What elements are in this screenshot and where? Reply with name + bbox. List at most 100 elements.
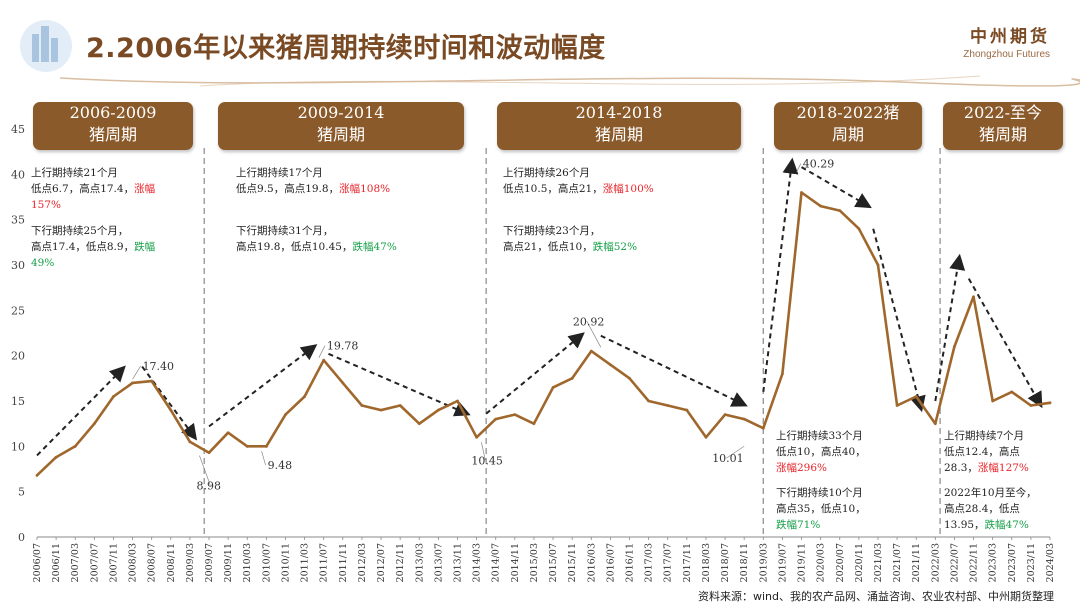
data-point (398, 404, 402, 407)
point-label: 8.98 (196, 480, 221, 493)
x-tick-label: 2022/03 (930, 543, 941, 582)
data-point (341, 381, 345, 385)
label-leader (796, 163, 802, 172)
data-point (92, 422, 96, 426)
upcycle-rise: 涨幅108% (339, 183, 391, 195)
y-tick-label: 20 (11, 350, 25, 363)
x-tick-label: 2020/03 (816, 543, 827, 582)
x-tick-label: 2008/03 (128, 543, 139, 582)
x-tick-label: 2008/07 (147, 543, 158, 582)
data-point (551, 386, 555, 389)
x-tick-label: 2012/03 (357, 543, 368, 582)
x-tick-label: 2010/07 (261, 543, 272, 582)
downcycle-range: 高点28.4，低点 (944, 503, 1020, 515)
x-tick-label: 2006/11 (51, 543, 62, 582)
data-point (494, 417, 498, 421)
x-tick-label: 2016/11 (625, 543, 636, 582)
data-point (628, 376, 631, 380)
upcycle-rise: 涨幅296% (776, 462, 828, 474)
data-point (513, 413, 517, 416)
period-box-2009-2014: 2009-2014 猪周期 (218, 102, 464, 150)
y-tick-label: 25 (11, 304, 25, 317)
label-leader (725, 445, 745, 459)
data-point (704, 435, 708, 439)
y-tick-label: 45 (11, 123, 25, 136)
x-tick-label: 2007/07 (89, 543, 100, 582)
point-label: 19.78 (327, 340, 359, 353)
trend-arrow (208, 344, 318, 428)
header-decoration (20, 20, 1080, 87)
x-tick-label: 2015/07 (548, 543, 559, 582)
point-label: 20.92 (573, 315, 605, 328)
trend-arrow (967, 278, 1043, 409)
data-point (303, 395, 306, 398)
upcycle-rise-value: 157% (31, 199, 62, 211)
data-point (188, 440, 192, 444)
period-label-line2: 猪周期 (594, 125, 643, 144)
data-point (54, 455, 58, 459)
annotation-cycle-4: 上行期持续33个月 低点10，高点40， 涨幅296% 下行期持续10个月 高点… (776, 428, 916, 533)
y-tick-label: 10 (11, 440, 25, 453)
annotation-cycle-2: 上行期持续17个月 低点9.5，高点19.8，涨幅108% 下行期持续31个月，… (236, 165, 456, 255)
period-label-line2: 猪周期 (316, 125, 365, 144)
period-label-line1: 2009-2014 (297, 103, 385, 122)
annotation-cycle-1: 上行期持续21个月 低点6.7，高点17.4，涨幅 157% 下行期持续25个月… (31, 165, 191, 271)
downcycle-fall: 跌幅52% (592, 241, 638, 253)
data-point (953, 345, 956, 348)
data-point (589, 349, 593, 353)
point-label: 40.29 (803, 158, 835, 171)
y-tick-label: 30 (11, 259, 25, 272)
x-tick-label: 2017/11 (682, 543, 693, 582)
x-tick-label: 2019/07 (777, 543, 788, 582)
x-tick-label: 2019/11 (797, 543, 808, 582)
x-tick-label: 2021/03 (873, 543, 884, 582)
downcycle-duration: 下行期持续23个月， (503, 225, 601, 237)
upcycle-duration: 上行期持续21个月 (31, 167, 118, 179)
x-tick-label: 2015/11 (567, 543, 578, 582)
period-label-line1: 2018-2022猪 (796, 103, 900, 122)
trend-arrow (801, 166, 872, 209)
trend-arrow (141, 365, 198, 441)
x-tick-label: 2021/11 (911, 543, 922, 582)
trend-arrow (872, 228, 926, 413)
data-point (666, 404, 670, 407)
upcycle-duration: 上行期持续33个月 (776, 430, 863, 442)
downcycle-duration: 下行期持续25个月， (31, 225, 129, 237)
downcycle-range: 高点21，低点10， (503, 241, 593, 253)
x-tick-label: 2016/03 (586, 543, 597, 582)
source-note: 资料来源：wind、我的农产品网、涌益咨询、农业农村部、中州期货整理 (697, 590, 1054, 603)
x-tick-label: 2015/03 (529, 543, 540, 582)
data-point (647, 399, 651, 403)
brand-name-en: Zhongzhou Futures (963, 49, 1050, 60)
period-label-line2: 猪周期 (88, 125, 137, 144)
data-point (35, 473, 39, 477)
period-box-2006-2009: 2006-2009 猪周期 (33, 102, 193, 150)
downcycle-duration: 下行期持续10个月 (776, 487, 863, 499)
data-point (475, 435, 479, 439)
upcycle-rise-label: 涨幅 (134, 183, 156, 195)
x-tick-label: 2020/11 (854, 543, 865, 582)
data-point (150, 379, 154, 383)
data-point (1029, 404, 1033, 407)
data-point (761, 426, 765, 430)
trend-arrow (934, 253, 966, 402)
period-label-line1: 2006-2009 (69, 103, 157, 122)
data-point (284, 413, 287, 416)
x-tick-label: 2010/11 (280, 543, 291, 582)
data-point (1048, 401, 1052, 405)
period-label-line1: 2014-2018 (575, 103, 663, 122)
x-tick-label: 2022/11 (969, 543, 980, 582)
data-point (532, 422, 536, 426)
upcycle-range: 低点10.5，高点21， (503, 183, 603, 195)
downcycle-low: 13.95， (944, 519, 985, 531)
x-tick-label: 2012/07 (376, 543, 387, 582)
x-tick-label: 2012/11 (395, 543, 406, 582)
data-point (360, 404, 364, 407)
x-tick-label: 2014/07 (491, 543, 502, 582)
downcycle-fall: 跌幅47% (352, 241, 397, 253)
x-tick-label: 2022/07 (949, 543, 960, 582)
label-leader (132, 366, 141, 380)
data-point (685, 408, 689, 412)
upcycle-rise: 涨幅100% (602, 183, 654, 195)
data-point (933, 422, 937, 426)
